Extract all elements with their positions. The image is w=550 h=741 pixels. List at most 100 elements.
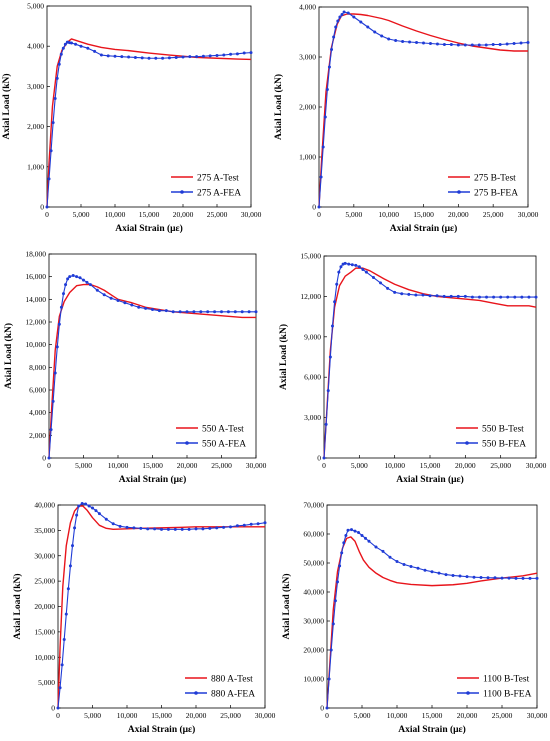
data-point <box>132 526 136 530</box>
data-point <box>486 576 490 580</box>
x-tick-label: 25,000 <box>207 210 228 219</box>
data-point <box>233 310 237 314</box>
chart-panel-6: 0 5,000 10,000 15,000 20,000 25,000 30,000 0 10,… <box>281 501 548 736</box>
data-point <box>323 115 327 119</box>
data-point <box>229 525 232 529</box>
x-tick-label: 15,000 <box>422 711 443 720</box>
data-point <box>57 322 61 326</box>
series-line-fea <box>318 11 529 208</box>
x-tick-label: 30,000 <box>241 210 262 219</box>
data-point <box>51 121 55 125</box>
data-point <box>339 265 343 269</box>
data-point <box>407 292 411 296</box>
data-point <box>346 11 350 15</box>
legend-entry: 275 A-Test <box>197 174 239 184</box>
data-point <box>350 263 354 267</box>
legend-marker <box>194 691 198 695</box>
x-tick-label: 10,000 <box>378 210 399 219</box>
data-point <box>73 526 77 530</box>
legend-entry: 550 A-Test <box>202 425 244 435</box>
x-tick-label: 10,000 <box>387 711 408 720</box>
data-point <box>111 522 115 526</box>
data-point <box>147 56 151 60</box>
data-point <box>195 55 199 59</box>
data-point <box>154 56 158 60</box>
y-tick-label: 30,000 <box>303 617 324 626</box>
data-point <box>493 576 497 580</box>
x-tick-label: 5,000 <box>351 461 368 470</box>
data-point <box>519 41 523 45</box>
data-point <box>69 41 73 45</box>
data-point <box>125 525 129 529</box>
data-point <box>53 96 57 100</box>
y-tick-label: 5,000 <box>38 678 55 687</box>
data-point <box>423 568 427 572</box>
data-point <box>374 545 378 549</box>
data-point <box>199 310 203 314</box>
data-point <box>91 506 94 510</box>
y-axis-label: Axial Load (kN) <box>1 74 12 140</box>
data-point <box>338 15 342 19</box>
data-point <box>458 574 462 578</box>
data-point <box>435 42 439 46</box>
data-point <box>127 55 131 59</box>
data-point <box>64 612 68 616</box>
data-point <box>395 560 399 564</box>
data-point <box>93 49 97 53</box>
data-point <box>55 345 59 349</box>
data-point <box>321 145 325 149</box>
legend-entry: 275 A-FEA <box>197 189 241 199</box>
data-point <box>512 42 516 45</box>
x-tick-label: 10,000 <box>384 461 405 470</box>
data-point <box>63 42 67 46</box>
data-point <box>263 521 267 525</box>
x-tick-label: 20,000 <box>186 711 207 720</box>
x-tick-label: 5,000 <box>345 210 362 219</box>
data-point <box>88 283 92 287</box>
y-tick-label: 18,000 <box>25 250 46 259</box>
data-point <box>99 53 103 57</box>
data-point <box>133 55 137 59</box>
y-tick-label: 0 <box>40 203 44 212</box>
y-tick-label: 15,000 <box>300 252 321 261</box>
data-point <box>343 261 347 265</box>
data-point <box>74 42 78 46</box>
data-point <box>49 149 53 153</box>
data-point <box>344 533 348 537</box>
data-point <box>192 310 196 314</box>
data-point <box>57 62 61 66</box>
data-point <box>75 275 79 279</box>
data-point <box>51 399 55 403</box>
data-point <box>61 292 65 296</box>
data-point <box>506 295 510 299</box>
data-point <box>402 562 406 566</box>
y-tick-label: 20,000 <box>303 646 324 655</box>
y-tick-label: 3,000 <box>304 413 321 422</box>
data-point <box>428 42 432 45</box>
data-point <box>55 76 59 80</box>
x-tick-label: 15,000 <box>139 210 160 219</box>
x-tick-label: 15,000 <box>413 210 434 219</box>
data-point <box>235 52 239 56</box>
data-point <box>84 502 88 506</box>
x-tick-label: 0 <box>325 711 329 720</box>
data-point <box>499 295 503 299</box>
data-point <box>116 298 120 302</box>
x-axis-label: Axial Strain (με) <box>115 223 183 234</box>
x-tick-label: 30,000 <box>255 711 276 720</box>
data-point <box>472 575 476 579</box>
data-point <box>359 20 363 24</box>
x-tick-label: 10,000 <box>105 210 126 219</box>
y-tick-label: 60,000 <box>303 530 324 539</box>
data-point <box>340 551 344 555</box>
y-tick-label: 12,000 <box>25 318 46 327</box>
y-tick-label: 2,000 <box>27 122 44 131</box>
data-point <box>68 275 72 279</box>
y-tick-label: 3,000 <box>299 53 316 62</box>
data-point <box>381 549 385 553</box>
data-point <box>178 310 182 314</box>
y-tick-label: 25,000 <box>34 577 55 586</box>
x-tick-label: 30,000 <box>246 461 267 470</box>
data-point <box>194 527 198 531</box>
data-point <box>347 262 351 266</box>
